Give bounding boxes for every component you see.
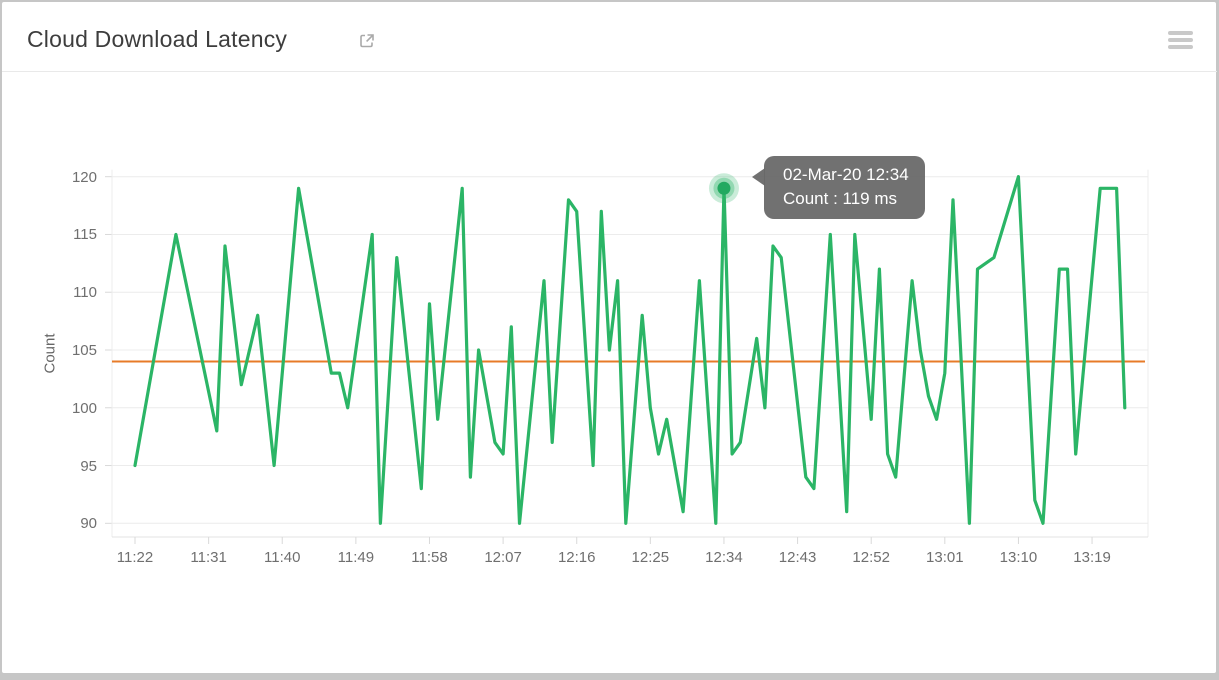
page-title: Cloud Download Latency <box>27 26 288 52</box>
latency-line <box>133 175 1127 525</box>
tooltip-arrow <box>752 168 765 186</box>
x-tick-label: 11:22 <box>116 549 154 566</box>
x-tick-label: 12:52 <box>852 549 890 566</box>
y-tick-label: 100 <box>71 399 97 417</box>
x-tick-label: 13:01 <box>926 549 964 566</box>
y-tick-label: 90 <box>80 515 97 533</box>
tooltip-value: Count : 119 ms <box>783 189 898 209</box>
x-tick-label: 11:40 <box>264 549 301 566</box>
y-tick-label: 95 <box>80 457 97 475</box>
menu-bar <box>1168 31 1193 35</box>
tooltip: 02-Mar-20 12:34 Count : 119 ms <box>752 156 925 220</box>
x-tick-label: 13:19 <box>1073 549 1111 566</box>
menu-bar <box>1168 45 1193 49</box>
menu-bar <box>1168 38 1193 42</box>
y-tick-label: 110 <box>73 284 97 302</box>
x-tick-label: 11:31 <box>190 549 227 566</box>
y-tick-label: 120 <box>71 168 97 186</box>
highlight-point[interactable] <box>717 181 731 195</box>
header-divider <box>2 71 1217 72</box>
menu-icon[interactable] <box>1168 31 1193 49</box>
x-tick-label: 12:43 <box>778 549 817 566</box>
x-tick-label: 11:49 <box>337 549 375 566</box>
tooltip-time: 02-Mar-20 12:34 <box>783 165 909 184</box>
open-in-new-icon[interactable] <box>358 32 376 50</box>
x-tick-label: 12:16 <box>557 549 596 566</box>
x-tick-label: 12:07 <box>484 549 522 566</box>
x-tick-label: 12:25 <box>631 549 670 566</box>
x-tick-label: 11:58 <box>411 549 448 566</box>
y-tick-label: 105 <box>71 342 97 359</box>
y-tick-label: 115 <box>73 226 97 244</box>
x-tick-label: 13:10 <box>999 549 1038 566</box>
x-tick-label: 12:34 <box>705 549 743 566</box>
